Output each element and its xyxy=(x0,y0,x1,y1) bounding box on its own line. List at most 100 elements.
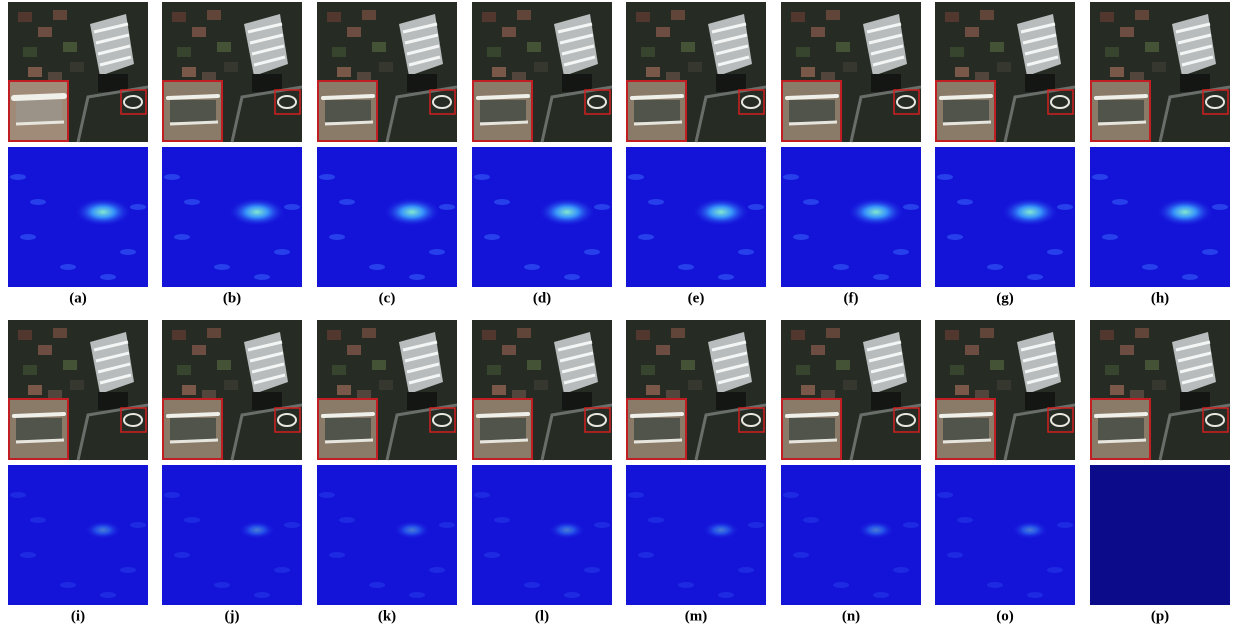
building-row xyxy=(715,44,749,56)
building-row xyxy=(1177,33,1212,45)
building-row xyxy=(97,362,131,374)
rooftop xyxy=(327,12,341,22)
zoom-stand xyxy=(15,120,65,126)
building-row xyxy=(1175,22,1211,34)
zoom-field xyxy=(634,100,680,122)
rooftop xyxy=(379,62,393,72)
rooftop xyxy=(534,380,548,390)
error-speck xyxy=(474,174,490,180)
rooftop xyxy=(63,42,77,52)
panel: (d) xyxy=(472,2,613,306)
shadow xyxy=(871,74,901,92)
error-speck xyxy=(1057,522,1073,528)
zoom-stand xyxy=(324,438,374,444)
error-hotspot xyxy=(239,521,275,539)
zoom-stand xyxy=(166,412,220,418)
rooftop xyxy=(38,345,52,355)
error-speck xyxy=(893,567,909,573)
roi-stadium xyxy=(1205,95,1225,109)
error-speck xyxy=(793,234,809,240)
error-speck xyxy=(214,264,230,270)
error-speck xyxy=(409,592,425,598)
error-speck xyxy=(873,592,889,598)
zoom-stand xyxy=(630,94,684,100)
roi-stadium xyxy=(277,95,297,109)
panel: (n) xyxy=(781,320,922,624)
rooftop xyxy=(836,360,850,370)
building-row xyxy=(1020,22,1056,34)
error-speck xyxy=(484,552,500,558)
error-map xyxy=(1090,465,1230,605)
error-speck xyxy=(678,582,694,588)
shadow xyxy=(252,392,282,410)
shadow xyxy=(98,392,128,410)
error-speck xyxy=(628,492,644,498)
error-hotspot xyxy=(229,198,285,226)
zoom-field xyxy=(170,100,216,122)
rooftop xyxy=(636,330,650,340)
error-speck xyxy=(594,522,610,528)
rooftop xyxy=(207,328,221,338)
error-speck xyxy=(1027,274,1043,280)
building-row xyxy=(711,340,747,352)
zoom-field xyxy=(325,418,371,440)
roi-stadium xyxy=(587,95,607,109)
error-speck xyxy=(783,174,799,180)
rooftop xyxy=(671,10,685,20)
rooftop xyxy=(337,385,351,395)
shadow xyxy=(1180,74,1210,92)
error-speck xyxy=(369,264,385,270)
roi-box xyxy=(893,407,920,433)
building-row xyxy=(717,55,750,67)
rooftop xyxy=(636,12,650,22)
error-speck xyxy=(429,567,445,573)
rooftop xyxy=(1135,328,1149,338)
error-hotspot xyxy=(539,198,595,226)
building-row xyxy=(1175,340,1211,352)
rooftop xyxy=(955,385,969,395)
error-speck xyxy=(524,582,540,588)
building-row xyxy=(95,33,130,45)
zoom-stand xyxy=(476,412,530,418)
rooftop xyxy=(671,328,685,338)
rooftop xyxy=(646,385,660,395)
error-speck xyxy=(803,517,819,523)
error-hotspot xyxy=(693,198,749,226)
rooftop xyxy=(965,27,979,37)
shadow xyxy=(407,74,437,92)
error-speck xyxy=(1047,567,1063,573)
rooftop xyxy=(646,67,660,77)
error-speck xyxy=(738,567,754,573)
error-hotspot xyxy=(848,198,904,226)
rooftop xyxy=(172,12,186,22)
building-row xyxy=(866,22,902,34)
rooftop xyxy=(217,360,231,370)
zoom-stand xyxy=(15,438,65,444)
error-hotspot xyxy=(1157,198,1213,226)
building-row xyxy=(406,44,440,56)
building-row xyxy=(97,44,131,56)
rooftop xyxy=(502,27,516,37)
panel-label: (d) xyxy=(533,290,551,306)
zoom-stand xyxy=(476,94,530,100)
zoom-field xyxy=(634,418,680,440)
zoom-stand xyxy=(324,120,374,126)
rooftop xyxy=(955,67,969,77)
error-hotspot xyxy=(75,198,131,226)
rooftop xyxy=(641,47,655,57)
rooftop xyxy=(23,365,37,375)
error-speck xyxy=(284,204,300,210)
building-row xyxy=(93,22,129,34)
error-speck xyxy=(957,199,973,205)
error-speck xyxy=(284,522,300,528)
building-row xyxy=(249,33,284,45)
rooftop xyxy=(53,328,67,338)
building-row xyxy=(95,351,130,363)
panel-label: (h) xyxy=(1151,290,1169,306)
rooftop xyxy=(337,67,351,77)
error-speck xyxy=(957,517,973,523)
error-speck xyxy=(748,204,764,210)
building-row xyxy=(870,362,904,374)
error-speck xyxy=(584,249,600,255)
error-speck xyxy=(164,174,180,180)
